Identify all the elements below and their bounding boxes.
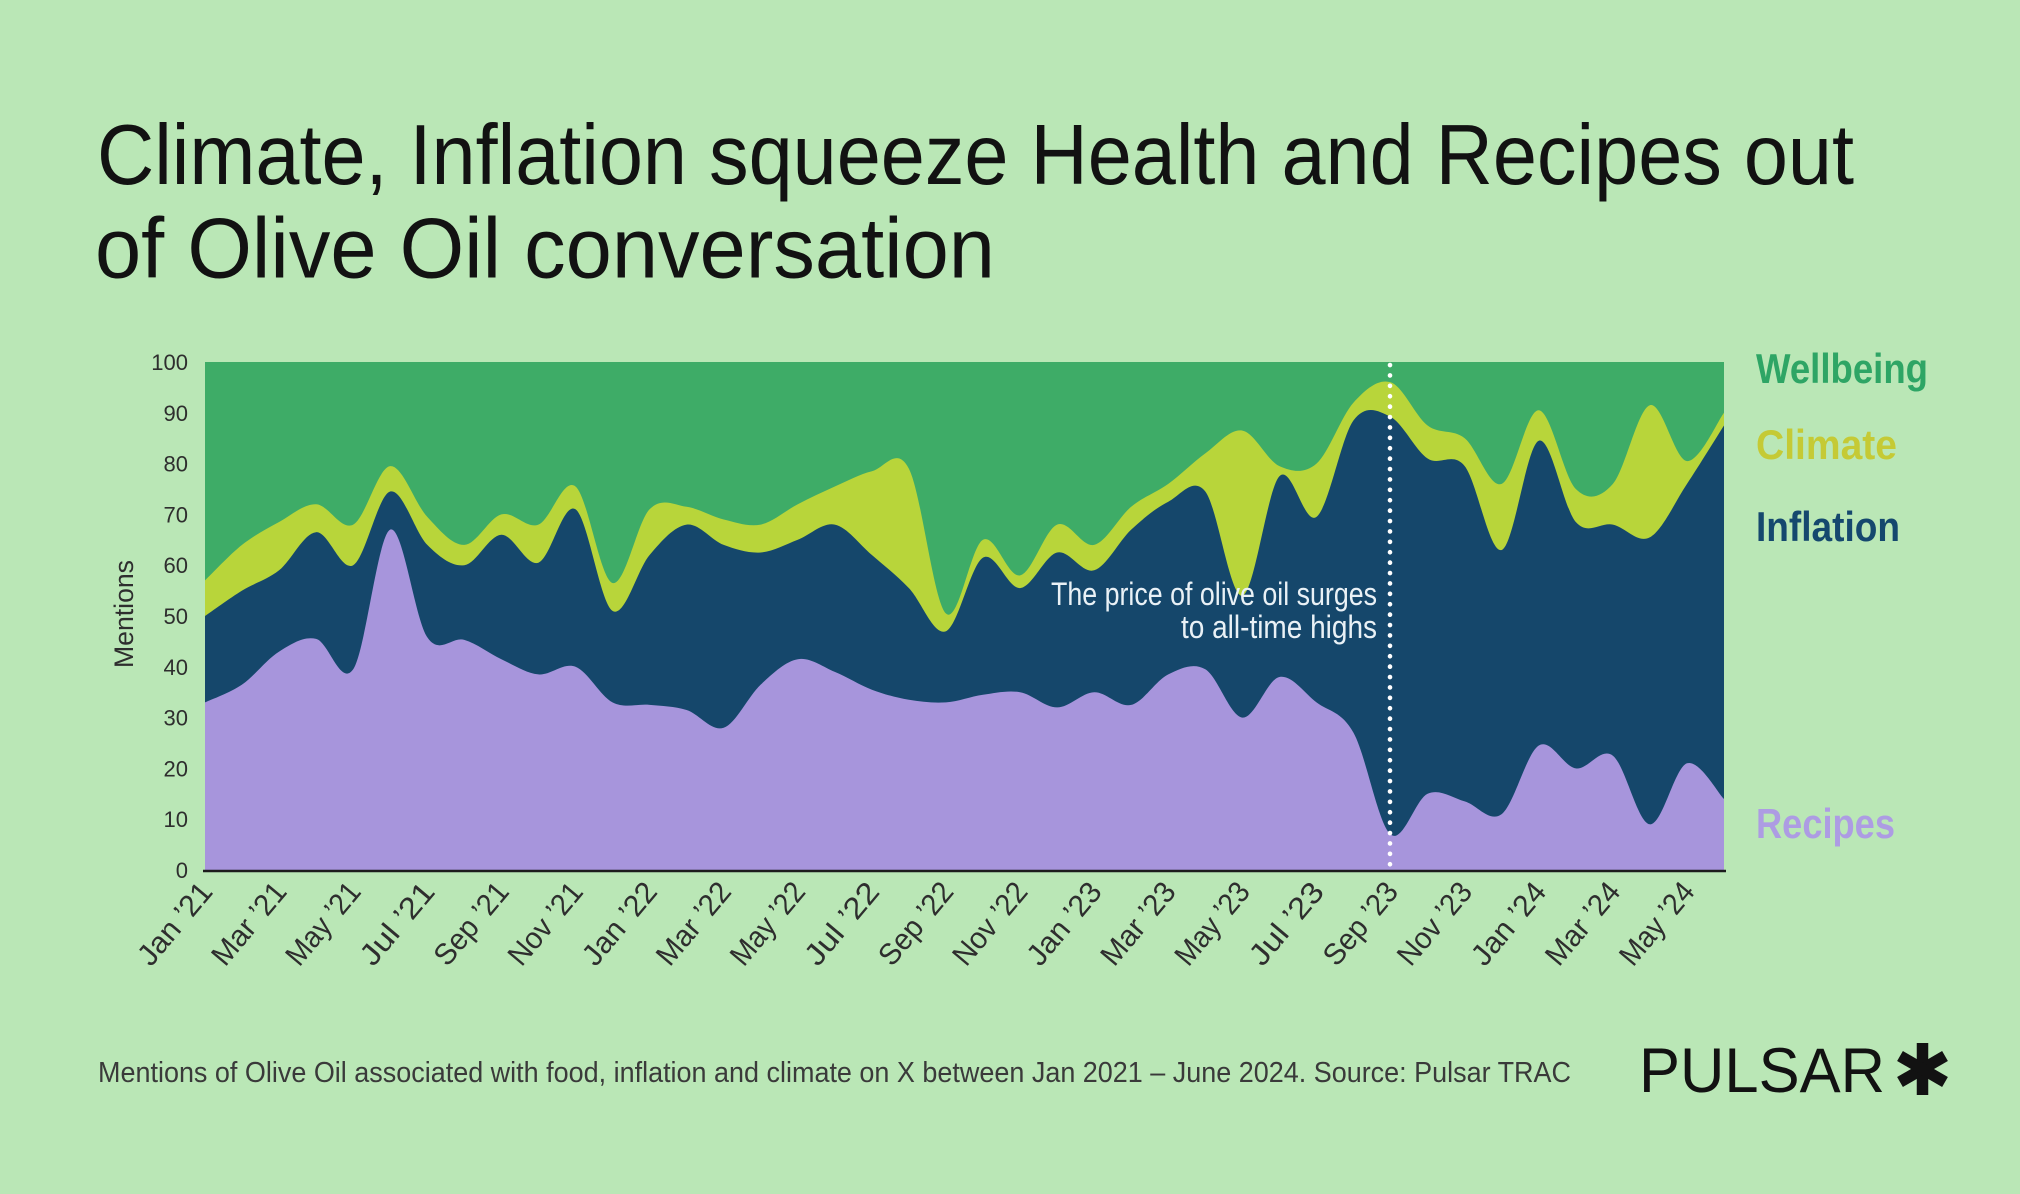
svg-text:Climate, Inflation squeeze Hea: Climate, Inflation squeeze Health and Re…	[97, 108, 1854, 203]
svg-text:Mentions: Mentions	[109, 560, 139, 668]
svg-text:of Olive Oil conversation: of Olive Oil conversation	[95, 202, 995, 297]
svg-text:60: 60	[164, 553, 188, 578]
svg-text:Recipes: Recipes	[1756, 800, 1895, 847]
svg-text:Inflation: Inflation	[1756, 503, 1900, 550]
svg-text:50: 50	[164, 604, 188, 629]
svg-text:to all-time highs: to all-time highs	[1181, 609, 1377, 645]
svg-text:20: 20	[164, 756, 188, 781]
svg-text:10: 10	[164, 807, 188, 832]
svg-text:Mentions of Olive Oil associat: Mentions of Olive Oil associated with fo…	[98, 1057, 1571, 1089]
svg-text:90: 90	[164, 401, 188, 426]
svg-text:Wellbeing: Wellbeing	[1756, 345, 1928, 392]
svg-text:0: 0	[176, 858, 188, 883]
svg-text:70: 70	[164, 502, 188, 527]
svg-text:100: 100	[151, 350, 188, 375]
svg-text:Climate: Climate	[1756, 421, 1897, 468]
svg-text:40: 40	[164, 655, 188, 680]
svg-text:30: 30	[164, 706, 188, 731]
svg-text:PULSAR: PULSAR	[1639, 1036, 1885, 1106]
svg-text:The price of olive oil surges: The price of olive oil surges	[1051, 576, 1377, 612]
svg-text:80: 80	[164, 452, 188, 477]
